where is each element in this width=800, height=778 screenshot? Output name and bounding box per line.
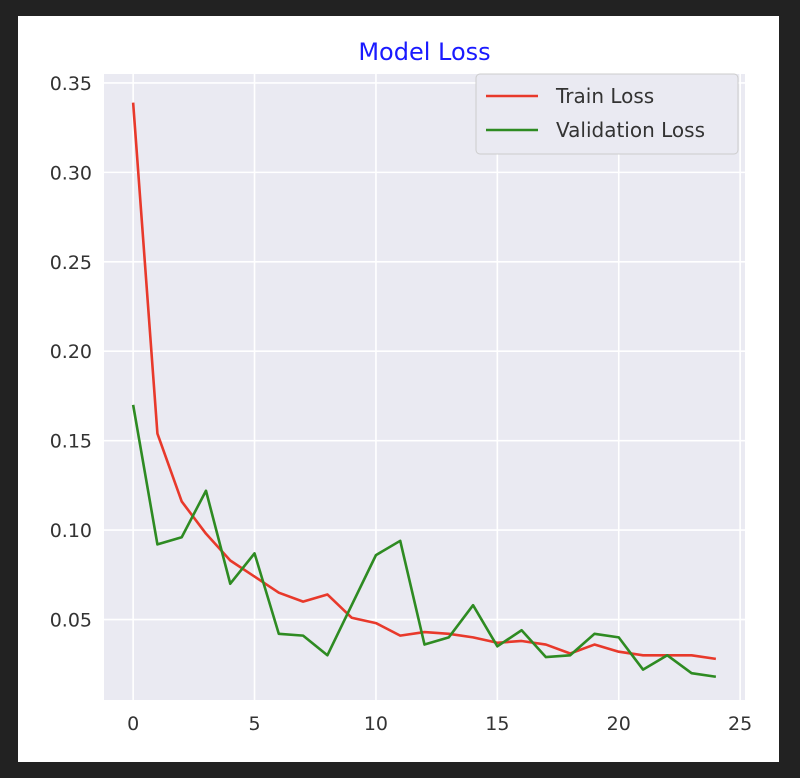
- x-tick-label: 25: [728, 713, 752, 735]
- y-tick-label: 0.25: [50, 252, 92, 274]
- x-tick-label: 5: [248, 713, 260, 735]
- series-line-validation-loss: [131, 404, 717, 679]
- y-tick-label: 0.20: [50, 341, 92, 363]
- legend-label: Train Loss: [555, 84, 654, 108]
- series-lines: [131, 102, 717, 679]
- y-tick-label: 0.10: [50, 520, 92, 542]
- legend-label: Validation Loss: [556, 118, 705, 142]
- legend-box: [475, 73, 739, 155]
- loss-chart: 0 5 10 15 20 25 0.05 0.10 0.15 0.20 0.25 0.30 0.35 M…: [50, 38, 753, 735]
- y-tick-label: 0.30: [50, 162, 92, 184]
- chart-title: Model Loss: [358, 38, 490, 66]
- plot-background: [104, 74, 745, 700]
- x-tick-label: 15: [485, 713, 509, 735]
- x-tick-label: 20: [607, 713, 631, 735]
- series-line-train-loss: [131, 102, 717, 661]
- y-tick-label: 0.15: [50, 431, 92, 453]
- chart-frame: 0 5 10 15 20 25 0.05 0.10 0.15 0.20 0.25 0.30 0.35 M…: [18, 16, 779, 762]
- axis-tick-labels: 0 5 10 15 20 25 0.05 0.10 0.15 0.20 0.25 0.30 0.35: [50, 73, 753, 735]
- x-tick-label: 0: [127, 713, 139, 735]
- y-tick-label: 0.35: [50, 73, 92, 95]
- y-tick-label: 0.05: [50, 610, 92, 632]
- legend: Train Loss Validation Loss: [475, 73, 739, 155]
- x-tick-label: 10: [364, 713, 388, 735]
